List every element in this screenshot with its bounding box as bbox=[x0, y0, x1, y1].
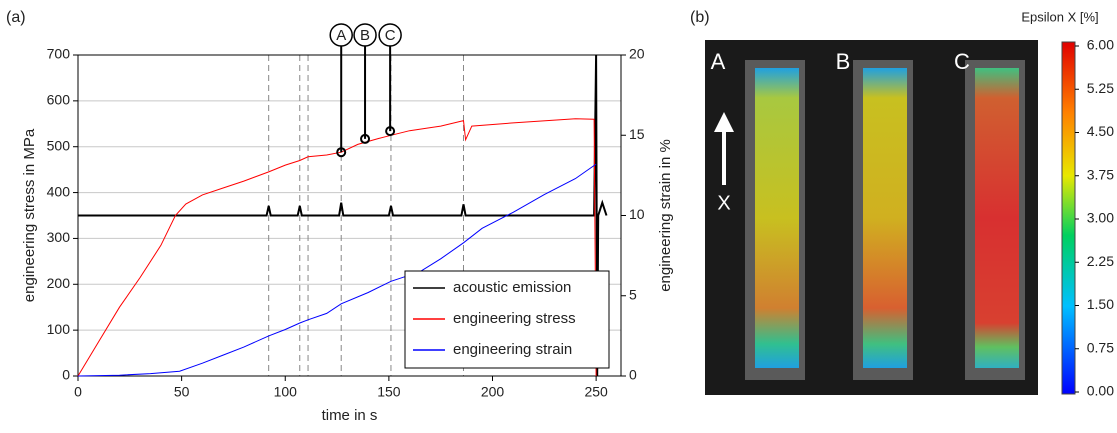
y-tick-label: 200 bbox=[47, 275, 71, 291]
annotation-badge bbox=[378, 23, 402, 47]
colorbar-tick-label: 6.00 bbox=[1087, 37, 1114, 53]
annotation-badge bbox=[353, 23, 377, 47]
x-tick-label: 250 bbox=[584, 384, 608, 400]
x-axis-label: time in s bbox=[322, 407, 378, 424]
colorbar-tick-label: 4.50 bbox=[1087, 123, 1114, 139]
colorbar-tick-label: 0.75 bbox=[1087, 339, 1114, 355]
image-label: C bbox=[954, 49, 970, 74]
legend-label: engineering stress bbox=[453, 310, 576, 327]
colorbar-tick-label: 5.25 bbox=[1087, 80, 1114, 96]
series-line bbox=[78, 54, 608, 377]
annotation-badge bbox=[329, 23, 353, 47]
y-tick-label: 500 bbox=[47, 137, 71, 153]
panel-label: (a) bbox=[6, 9, 26, 26]
y2-tick-label: 20 bbox=[629, 46, 645, 62]
panel-label: (b) bbox=[690, 9, 710, 26]
y2-tick-label: 0 bbox=[629, 367, 637, 383]
legend-label: acoustic emission bbox=[453, 279, 571, 296]
annotation-point bbox=[385, 126, 396, 137]
annotation-label: A bbox=[336, 27, 346, 44]
y2-tick-label: 10 bbox=[629, 206, 645, 222]
arrow-head bbox=[714, 112, 734, 132]
annotation-label: C bbox=[385, 27, 396, 44]
y-tick-label: 0 bbox=[62, 367, 70, 383]
series-line bbox=[77, 163, 597, 377]
y-axis-label: engineering stress in MPa bbox=[21, 128, 38, 302]
colorbar-tick-label: 3.00 bbox=[1087, 210, 1114, 226]
x-tick-label: 50 bbox=[174, 384, 190, 400]
x-tick-label: 0 bbox=[74, 384, 82, 400]
colorbar-tick-label: 1.50 bbox=[1087, 296, 1114, 312]
legend-label: engineering strain bbox=[453, 341, 572, 358]
annotation-point bbox=[360, 133, 371, 144]
specimen bbox=[975, 68, 1019, 368]
colorbar-tick-label: 0.00 bbox=[1087, 383, 1114, 399]
colorbar-tick-label: 2.25 bbox=[1087, 253, 1114, 269]
series-line bbox=[77, 118, 597, 377]
x-tick-label: 100 bbox=[274, 384, 298, 400]
y-tick-label: 600 bbox=[47, 92, 71, 108]
image-label: B bbox=[836, 49, 851, 74]
y-tick-label: 400 bbox=[47, 183, 71, 199]
colorbar-tick-label: 3.75 bbox=[1087, 166, 1114, 182]
y-tick-label: 700 bbox=[47, 46, 71, 62]
y2-axis-label: engineering strain in % bbox=[657, 139, 674, 292]
specimen bbox=[755, 68, 799, 368]
y-tick-label: 300 bbox=[47, 229, 71, 245]
y2-tick-label: 5 bbox=[629, 286, 637, 302]
image-label: A bbox=[711, 49, 726, 74]
colorbar-title: Epsilon X [%] bbox=[1021, 9, 1098, 24]
x-tick-label: 150 bbox=[377, 384, 401, 400]
annotation-label: B bbox=[360, 27, 370, 44]
annotation-point bbox=[336, 147, 347, 158]
x-tick-label: 200 bbox=[481, 384, 505, 400]
colorbar bbox=[1061, 41, 1076, 395]
specimen bbox=[863, 68, 907, 368]
arrow-label: X bbox=[717, 192, 730, 214]
y2-tick-label: 15 bbox=[629, 126, 645, 142]
y-tick-label: 100 bbox=[47, 321, 71, 337]
